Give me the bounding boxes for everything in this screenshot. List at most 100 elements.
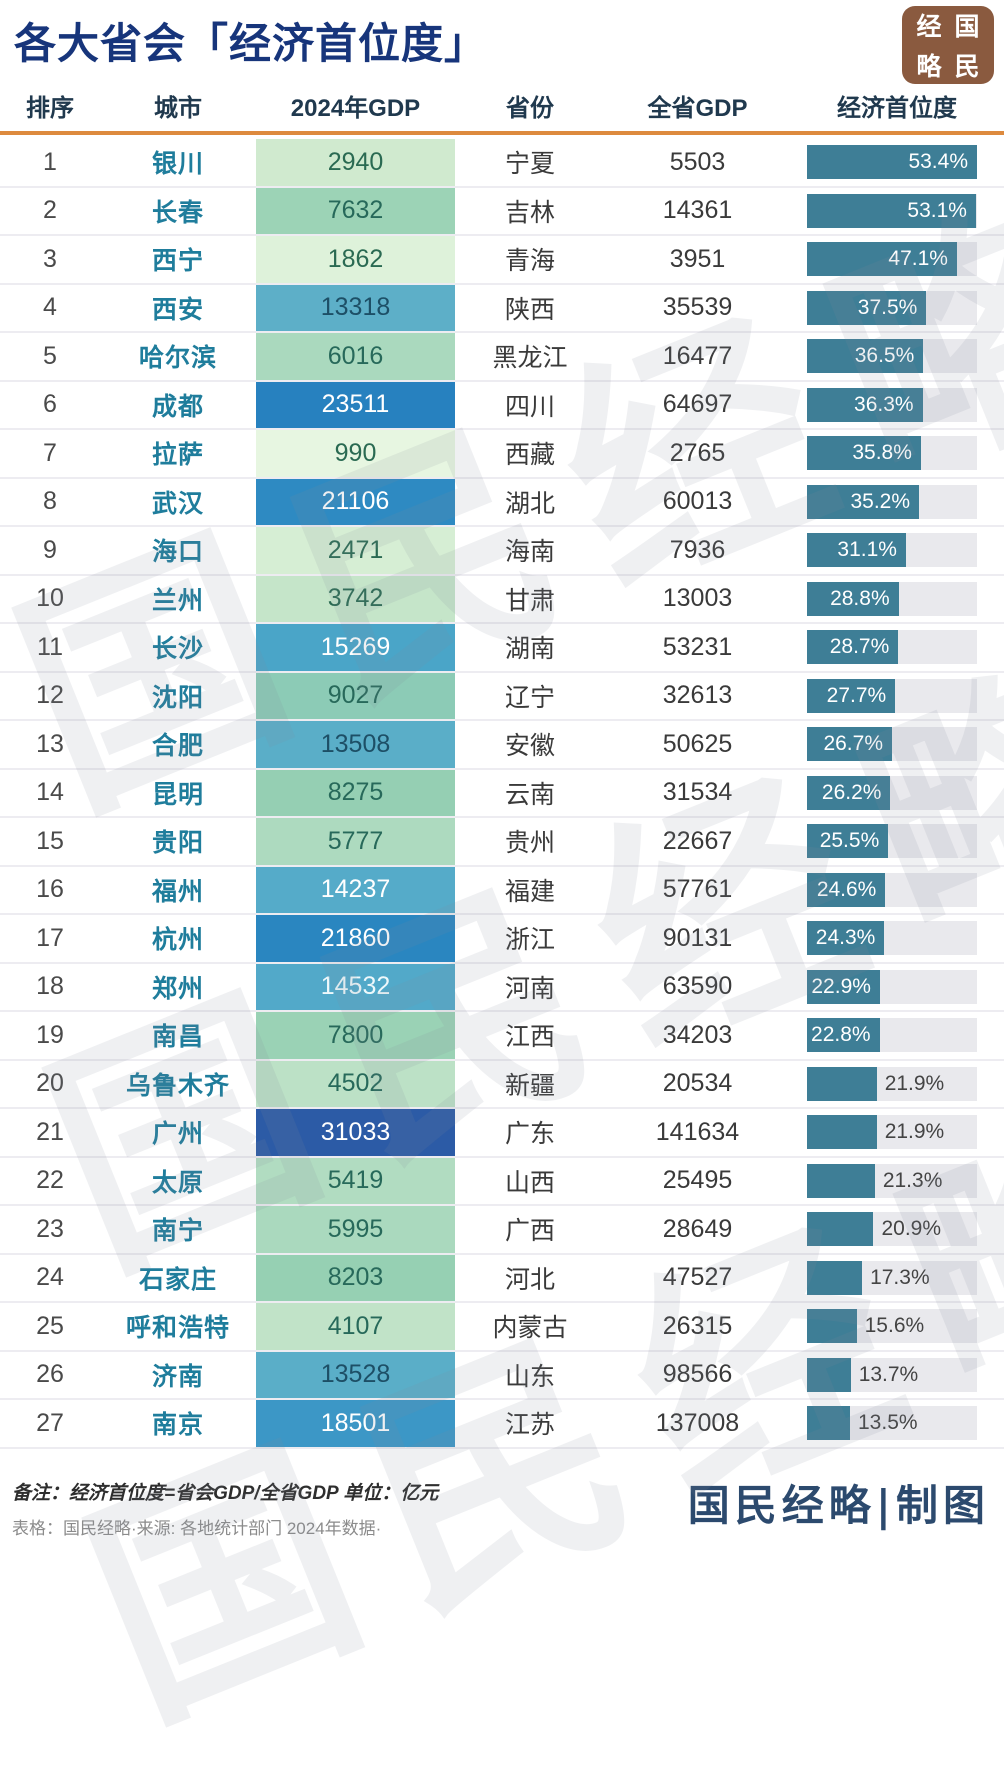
rank-value: 8 <box>43 487 57 516</box>
primacy-bar-cell: 15.6% <box>790 1309 1004 1344</box>
primacy-bar-cell: 21.9% <box>790 1115 1004 1150</box>
city-gdp-cell: 13528 <box>256 1351 455 1398</box>
primacy-bar: 22.8% <box>807 1018 880 1053</box>
primacy-bar-cell: 35.8% <box>790 436 1004 471</box>
primacy-bar: 47.1% <box>807 242 957 277</box>
province-name: 西藏 <box>504 441 555 470</box>
primacy-bar-track: 13.5% <box>807 1406 977 1441</box>
city-name: 太原 <box>151 1168 204 1197</box>
province-gdp-value: 28649 <box>662 1214 733 1243</box>
city-name: 拉萨 <box>151 441 204 470</box>
province-name: 青海 <box>504 247 555 276</box>
primacy-bar: 35.2% <box>807 484 920 519</box>
primacy-bar-cell: 27.7% <box>790 678 1004 713</box>
primacy-bar-track: 28.8% <box>807 581 977 616</box>
city-gdp-cell: 1862 <box>256 236 455 283</box>
province-gdp-value: 64697 <box>662 390 733 419</box>
table-row: 19 南昌 7800 江西 34203 22.8% <box>0 1012 1004 1061</box>
rank-value: 15 <box>36 826 64 855</box>
rank-value: 1 <box>43 147 57 176</box>
province-name: 甘肃 <box>504 586 555 615</box>
primacy-label: 26.2% <box>821 780 882 804</box>
city-name: 南京 <box>151 1411 204 1440</box>
primacy-bar-cell: 36.3% <box>790 387 1004 422</box>
rank-value: 11 <box>37 632 63 661</box>
primacy-label: 24.3% <box>815 926 876 950</box>
primacy-bar-track: 31.1% <box>807 533 977 568</box>
primacy-label: 31.1% <box>837 538 897 562</box>
city-gdp-cell: 4107 <box>256 1303 455 1350</box>
province-gdp-value: 2765 <box>669 438 726 467</box>
primacy-bar-track: 21.9% <box>807 1115 977 1150</box>
province-gdp-value: 98566 <box>662 1360 733 1389</box>
rank-value: 9 <box>43 535 57 564</box>
primacy-bar-cell: 28.8% <box>790 581 1004 616</box>
city-name: 广州 <box>151 1120 204 1149</box>
city-name: 西宁 <box>151 247 204 276</box>
primacy-bar: 22.9% <box>807 969 880 1004</box>
page-title: 各大省会「经济首位度」 <box>14 20 488 67</box>
column-header-province: 省份 <box>506 95 554 122</box>
table-row: 20 乌鲁木齐 4502 新疆 20534 21.9% <box>0 1060 1004 1109</box>
city-name: 乌鲁木齐 <box>125 1071 230 1100</box>
primacy-bar-track: 15.6% <box>807 1309 977 1344</box>
primacy-label: 22.8% <box>811 1023 871 1047</box>
primacy-bar-cell: 31.1% <box>790 533 1004 568</box>
province-name: 辽宁 <box>504 683 555 712</box>
province-name: 江西 <box>504 1023 555 1052</box>
city-name: 南昌 <box>151 1023 204 1052</box>
primacy-bar-cell: 22.8% <box>790 1018 1004 1053</box>
primacy-bar: 28.7% <box>807 630 899 665</box>
primacy-bar-track: 53.4% <box>807 145 977 180</box>
primacy-bar-cell: 53.4% <box>790 145 1004 180</box>
city-name: 合肥 <box>151 732 204 761</box>
city-gdp-cell: 990 <box>256 430 455 477</box>
city-name: 石家庄 <box>138 1265 217 1294</box>
primacy-bar-track: 21.9% <box>807 1066 977 1101</box>
rank-value: 3 <box>43 244 57 273</box>
primacy-bar-track: 28.7% <box>807 630 977 665</box>
primacy-bar: 36.3% <box>807 387 923 422</box>
province-gdp-value: 63590 <box>662 972 733 1001</box>
primacy-bar-track: 26.2% <box>807 775 977 810</box>
primacy-bar-cell: 20.9% <box>790 1212 1004 1247</box>
primacy-bar: 26.2% <box>807 775 891 810</box>
province-name: 浙江 <box>504 926 555 955</box>
table-row: 24 石家庄 8203 河北 47527 17.3% <box>0 1254 1004 1303</box>
table-row: 16 福州 14237 福建 57761 24.6% <box>0 866 1004 915</box>
primacy-bar: 53.4% <box>807 145 977 180</box>
city-name: 呼和浩特 <box>125 1314 230 1343</box>
table-row: 4 西安 13318 陕西 35539 37.5% <box>0 284 1004 333</box>
column-header-rank: 排序 <box>26 95 74 122</box>
province-gdp-value: 141634 <box>655 1117 740 1146</box>
primacy-bar-cell: 22.9% <box>790 969 1004 1004</box>
logo-char: 略 <box>916 52 942 81</box>
primacy-bar <box>807 1309 857 1344</box>
province-gdp-value: 14361 <box>662 196 733 225</box>
province-name: 吉林 <box>504 198 555 227</box>
primacy-label: 28.8% <box>830 586 890 610</box>
city-gdp-cell: 14532 <box>256 963 455 1010</box>
primacy-bar-cell: 47.1% <box>790 242 1004 277</box>
province-gdp-value: 57761 <box>662 875 733 904</box>
city-gdp-cell: 9027 <box>256 672 455 719</box>
primacy-label: 21.3% <box>882 1168 943 1192</box>
city-name: 成都 <box>151 392 204 421</box>
city-gdp-cell: 3742 <box>256 575 455 622</box>
city-gdp-cell: 6016 <box>256 333 455 380</box>
table-row: 15 贵阳 5777 贵州 22667 25.5% <box>0 818 1004 867</box>
primacy-bar <box>807 1212 874 1247</box>
table-header: 排序 城市 2024年GDP 省份 全省GDP 经济首位度 <box>0 88 1004 123</box>
province-gdp-value: 22667 <box>662 826 733 855</box>
table-row: 1 银川 2940 宁夏 5503 53.4% <box>0 139 1004 188</box>
province-gdp-value: 50625 <box>662 729 733 758</box>
table-row: 7 拉萨 990 西藏 2765 35.8% <box>0 430 1004 479</box>
primacy-bar-track: 24.3% <box>807 921 977 956</box>
city-gdp-cell: 8203 <box>256 1254 455 1301</box>
primacy-bar: 28.8% <box>807 581 899 616</box>
city-gdp-cell: 13318 <box>256 284 455 331</box>
province-name: 广西 <box>504 1217 555 1246</box>
primacy-bar <box>807 1260 863 1295</box>
rank-value: 4 <box>43 293 57 322</box>
primacy-bar-cell: 21.9% <box>790 1066 1004 1101</box>
